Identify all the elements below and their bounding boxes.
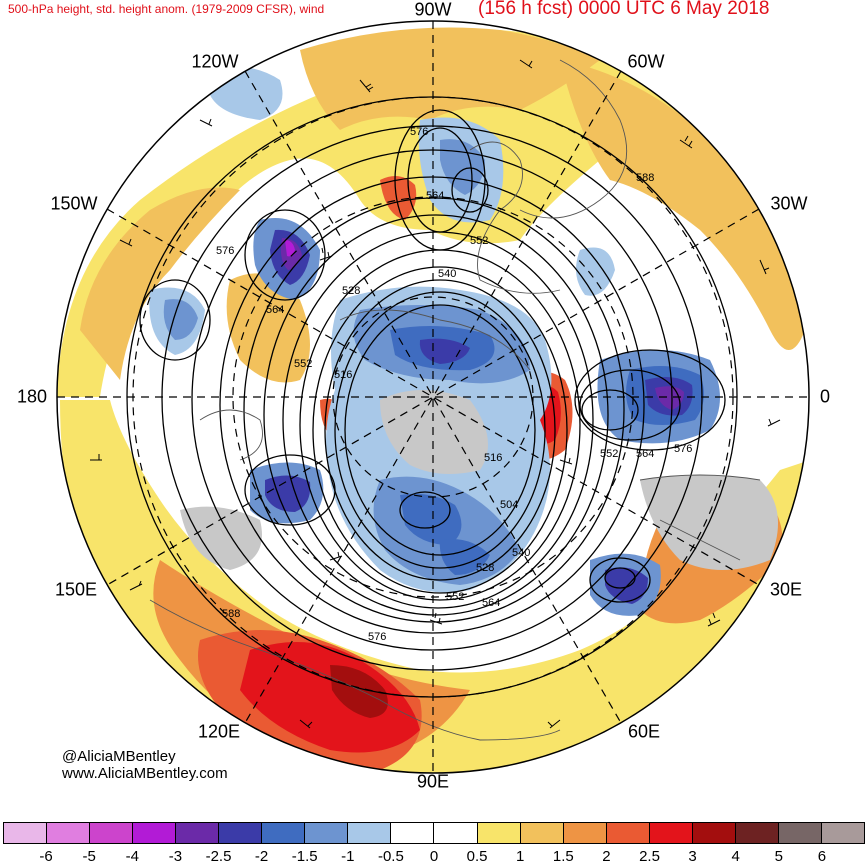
colorbar-swatch xyxy=(477,823,521,843)
colorbar-swatch xyxy=(606,823,650,843)
colorbar-tick-label: 6 xyxy=(817,848,827,865)
longitude-label-30w: 30W xyxy=(770,193,808,214)
contour-label: 552 xyxy=(446,591,464,603)
contour-label: 552 xyxy=(470,235,488,247)
map-border xyxy=(56,20,810,774)
contour-label: 540 xyxy=(512,547,530,559)
colorbar-tick-label: -1.5 xyxy=(291,848,318,865)
colorbar-swatch xyxy=(735,823,779,843)
contour-label: 588 xyxy=(636,172,654,184)
contour-label: 540 xyxy=(438,268,456,280)
contour-label: 576 xyxy=(410,126,428,138)
longitude-label-120w: 120W xyxy=(191,51,239,72)
contour-label: 552 xyxy=(600,448,618,460)
colorbar-tick-label: -6 xyxy=(39,848,53,865)
colorbar-tick-label: 5 xyxy=(774,848,783,865)
contour-label: 576 xyxy=(216,245,234,257)
colorbar-swatch xyxy=(47,823,91,843)
colorbar-tick-label: -3 xyxy=(168,848,183,865)
colorbar-tick-label: 2 xyxy=(602,848,611,865)
colorbar-tick-label: -2.5 xyxy=(205,848,232,865)
contour-label: 516 xyxy=(484,452,502,464)
colorbar-tick-label: -1 xyxy=(341,848,355,865)
colorbar-swatch xyxy=(90,823,134,843)
longitude-label-90w: 90W xyxy=(414,0,452,20)
colorbar-tick-label: -0.5 xyxy=(377,848,404,865)
longitude-label-60w: 60W xyxy=(627,51,665,72)
colorbar-swatch xyxy=(4,823,48,843)
colorbar-tick-label: 2.5 xyxy=(639,848,660,865)
coastlines xyxy=(149,59,761,741)
contour-label: 588 xyxy=(222,608,240,620)
colorbar-swatch xyxy=(434,823,478,843)
contour-label: 564 xyxy=(426,190,444,202)
colorbar-tick-label: 1 xyxy=(516,848,525,865)
map-subtitle: 500-hPa height, std. height anom. (1979-… xyxy=(8,2,325,16)
colorbar-tick-label: 4 xyxy=(731,848,740,865)
colorbar-tick-label: -5 xyxy=(82,848,96,865)
colorbar-tick-label: -2 xyxy=(254,848,269,865)
longitude-label-0: 0 xyxy=(819,386,831,407)
polar-stereographic-map: 576 564 552 540 528 576 564 552 516 588 … xyxy=(56,20,810,774)
longitude-label-150w: 150W xyxy=(50,193,98,214)
colorbar-swatch xyxy=(219,823,263,843)
contour-label: 576 xyxy=(674,443,692,455)
colorbar-tick-label: 0 xyxy=(429,848,439,865)
colorbar-swatch xyxy=(133,823,177,843)
colorbar-swatch xyxy=(262,823,306,843)
colorbar-tick-label: 1.5 xyxy=(552,848,574,865)
contour-label: 528 xyxy=(342,285,360,297)
contour-label: 564 xyxy=(636,448,654,460)
contour-label: 504 xyxy=(500,499,518,511)
colorbar-swatch xyxy=(520,823,564,843)
wind-barbs xyxy=(90,59,781,729)
longitude-label-150e: 150E xyxy=(54,579,98,600)
contour-label: 576 xyxy=(368,631,386,643)
longitude-label-90e: 90E xyxy=(416,771,450,792)
colorbar-swatch xyxy=(563,823,607,843)
colorbar-swatch xyxy=(692,823,736,843)
longitude-label-30e: 30E xyxy=(769,579,803,600)
author-handle: @AliciaMBentley xyxy=(62,748,176,765)
author-website: www.AliciaMBentley.com xyxy=(62,765,228,782)
longitude-label-120e: 120E xyxy=(197,721,241,742)
contour-label: 552 xyxy=(294,358,312,370)
contour-label: 564 xyxy=(266,304,284,316)
anomaly-colorbar xyxy=(3,822,865,844)
contour-label: 528 xyxy=(476,562,494,574)
colorbar-swatch xyxy=(391,823,435,843)
contour-label-group: 576 564 552 540 528 576 564 552 516 588 … xyxy=(216,126,692,643)
colorbar-swatch xyxy=(305,823,349,843)
longitude-label-60e: 60E xyxy=(627,721,661,742)
colorbar-tick-label: -4 xyxy=(125,848,139,865)
colorbar-swatch xyxy=(176,823,220,843)
colorbar-tick-label: 0.5 xyxy=(466,848,488,865)
colorbar-swatch xyxy=(348,823,392,843)
colorbar-tick-label: 3 xyxy=(688,848,697,865)
colorbar-swatch xyxy=(649,823,693,843)
colorbar-swatch xyxy=(778,823,822,843)
contour-label: 516 xyxy=(334,369,352,381)
valid-time-title: (156 h fcst) 0000 UTC 6 May 2018 xyxy=(478,0,770,19)
contour-label: 564 xyxy=(482,597,500,609)
height-contours xyxy=(126,96,738,698)
colorbar-swatch xyxy=(821,823,864,843)
longitude-label-180: 180 xyxy=(16,386,48,407)
